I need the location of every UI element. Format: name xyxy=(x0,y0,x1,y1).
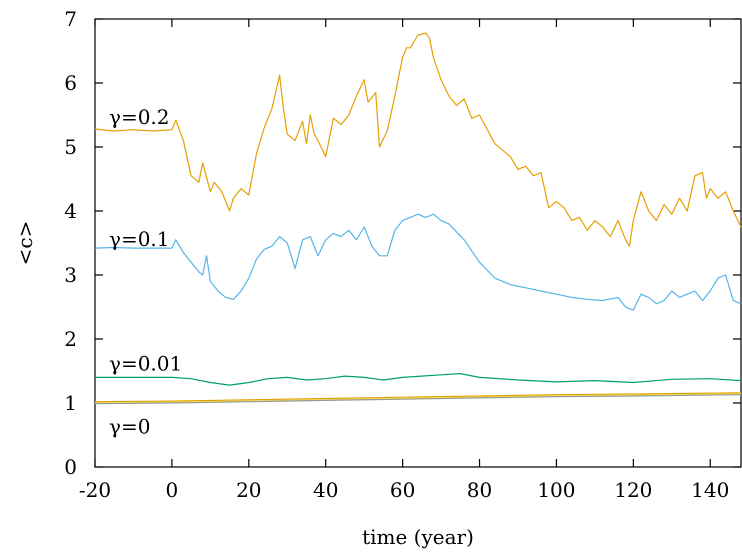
x-tick-label: 0 xyxy=(166,478,179,502)
y-tick-label: 2 xyxy=(64,327,77,351)
series-label-0: γ=0.2 xyxy=(109,105,170,129)
series-line-2 xyxy=(95,373,742,386)
series-label-5: γ=0 xyxy=(109,414,150,438)
x-tick-label: 120 xyxy=(614,478,652,502)
x-tick-label: 20 xyxy=(236,478,261,502)
x-tick-label: 40 xyxy=(313,478,338,502)
y-axis: 0 1 2 3 4 5 6 7 xyxy=(64,7,741,479)
series-label-1: γ=0.1 xyxy=(109,227,170,251)
series-line-5 xyxy=(94,394,742,405)
x-axis-label: time (year) xyxy=(362,525,474,549)
series-lines xyxy=(94,32,742,405)
series-label-2: γ=0.01 xyxy=(109,352,182,376)
y-tick-label: 7 xyxy=(64,7,77,31)
y-tick-label: 1 xyxy=(64,391,77,415)
x-tick-label: -20 xyxy=(79,478,111,502)
y-tick-label: 6 xyxy=(64,71,77,95)
x-tick-label: 80 xyxy=(467,478,492,502)
x-axis: -20 0 20 40 60 80 100 120 140 xyxy=(79,19,729,502)
series-line-3 xyxy=(94,392,742,403)
y-tick-label: 4 xyxy=(64,199,77,223)
series-line-0 xyxy=(94,32,742,247)
y-tick-label: 3 xyxy=(64,263,77,287)
series-labels: γ=0.2 γ=0.1 γ=0.01 γ=0 xyxy=(109,105,182,438)
plot-frame xyxy=(94,18,742,468)
y-tick-label: 0 xyxy=(64,455,77,479)
series-line-1 xyxy=(94,213,742,311)
y-axis-label: <c> xyxy=(13,221,37,266)
x-tick-label: 140 xyxy=(691,478,729,502)
x-tick-label: 100 xyxy=(537,478,575,502)
x-tick-label: 60 xyxy=(390,478,415,502)
y-tick-label: 5 xyxy=(64,135,77,159)
